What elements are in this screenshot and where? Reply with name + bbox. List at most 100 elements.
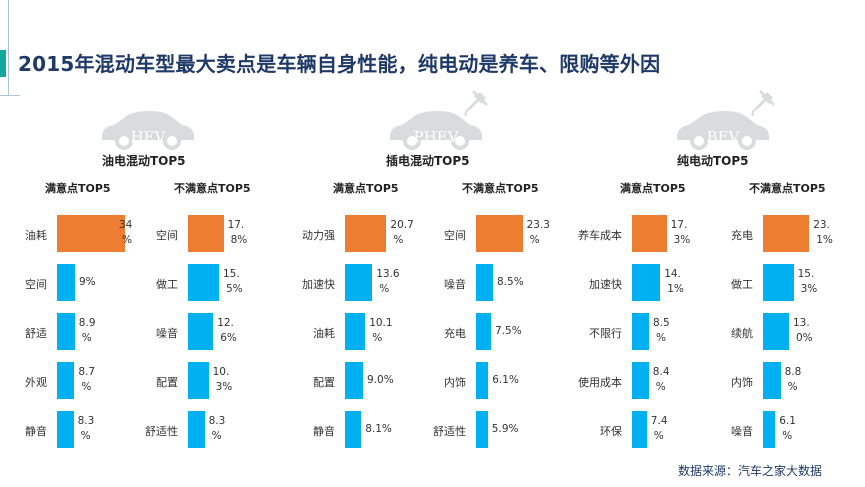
data-label: 15. 5% (223, 267, 243, 297)
data-label: 23.3% (527, 218, 550, 248)
data-label-line: 8.4 (652, 366, 670, 378)
data-label-line: 6.1% (492, 374, 519, 386)
category-label: 充电 (731, 229, 753, 242)
data-label-line: 8.5 (653, 317, 670, 329)
bar (763, 264, 794, 301)
data-label-line: 17. (227, 219, 245, 231)
car-icon: BEV (673, 90, 775, 150)
page-title: 2015年混动车型最大卖点是车辆自身性能，纯电动是养车、限购等外因 (18, 52, 661, 76)
category-label: 使用成本 (578, 376, 622, 389)
data-label-line: 8.3 (208, 415, 226, 427)
bar (188, 215, 224, 252)
data-label: 34% (119, 218, 132, 248)
data-label: 10. 3% (213, 365, 233, 395)
bar (632, 215, 667, 252)
plug-icon (464, 90, 488, 116)
data-label-line: 8.3 (77, 415, 95, 427)
data-label-line: 5.9% (491, 423, 519, 435)
data-label: 8.1% (365, 422, 392, 437)
data-label-line: % (782, 430, 793, 442)
data-label: 23. 1% (813, 218, 833, 248)
car-label: HEV (130, 128, 166, 146)
data-label-line: % (211, 430, 222, 442)
unsatisfied-title: 不满意点TOP5 (462, 182, 539, 195)
data-label: 5.9% (492, 422, 519, 437)
data-label: 17. 3% (671, 218, 691, 248)
data-label-line: 3% (673, 234, 691, 246)
bar (188, 411, 205, 448)
data-label: 8.3% (78, 414, 95, 444)
bar (476, 313, 491, 350)
data-label: 8.4% (653, 365, 670, 395)
group-title: 纯电动TOP5 (677, 154, 749, 168)
car-rear-wheel (738, 132, 756, 150)
category-label: 不限行 (589, 327, 622, 340)
data-label-line: 17. (670, 219, 688, 231)
bar (632, 264, 661, 301)
data-label-line: 1% (667, 283, 684, 295)
data-label-line: 0% (796, 332, 813, 344)
data-label: 6.1% (492, 373, 519, 388)
car-shape (677, 111, 769, 150)
category-label: 充电 (444, 327, 466, 340)
satisfied-title: 满意点TOP5 (620, 182, 686, 195)
data-label-line: 3% (800, 283, 818, 295)
bar (188, 313, 214, 350)
data-label-line: 8.9 (78, 317, 96, 329)
category-label: 内饰 (731, 376, 753, 389)
category-label: 舒适性 (433, 425, 466, 438)
data-label-line: 10. (212, 366, 230, 378)
bar (188, 264, 219, 301)
plug-icon (751, 90, 775, 116)
unsatisfied-title: 不满意点TOP5 (749, 182, 826, 195)
data-label-line: 10.1 (369, 317, 393, 329)
car-icon: HEV (98, 102, 198, 150)
bar (345, 362, 363, 399)
category-label: 加速快 (589, 278, 622, 291)
data-label-line: % (393, 234, 404, 246)
data-label-line: % (379, 283, 390, 295)
car-shape (102, 111, 194, 150)
category-label: 噪音 (156, 327, 178, 340)
data-label: 14. 1% (664, 267, 684, 297)
car-front-wheel (403, 132, 421, 150)
data-label: 7.4% (651, 414, 668, 444)
category-label: 静音 (313, 425, 335, 438)
category-label: 内饰 (444, 376, 466, 389)
data-label-line: % (529, 234, 540, 246)
car-front-wheel (690, 132, 708, 150)
data-label-line: 15. (797, 268, 815, 280)
bar (57, 264, 75, 301)
bar (632, 313, 649, 350)
category-label: 续航 (731, 327, 753, 340)
car-icon: PHEV (386, 90, 488, 150)
data-label-line: % (80, 430, 91, 442)
bar (476, 215, 523, 252)
data-label-line: % (655, 381, 666, 393)
data-label-line: % (122, 234, 132, 246)
bar (476, 362, 489, 399)
data-label-line: 8.1% (365, 423, 392, 435)
data-label-line: % (81, 381, 92, 393)
bar (57, 362, 75, 399)
bar (632, 362, 649, 399)
category-label: 噪音 (731, 425, 753, 438)
data-label: 17. 8% (228, 218, 248, 248)
bar (763, 215, 810, 252)
bar (57, 215, 125, 252)
data-label-line: % (81, 332, 92, 344)
category-label: 环保 (600, 425, 622, 438)
data-label-line: 8.8 (784, 366, 802, 378)
satisfied-title: 满意点TOP5 (45, 182, 111, 195)
car-label: PHEV (413, 128, 459, 146)
data-label-line: 12. (217, 317, 234, 329)
data-label: 8.7% (78, 365, 95, 395)
car-rear-wheel (451, 132, 469, 150)
data-source: 数据来源：汽车之家大数据 (678, 464, 823, 478)
bar (763, 362, 781, 399)
data-label: 7.5% (495, 324, 522, 339)
data-label-line: 8.7 (78, 366, 96, 378)
data-label-line: 5% (226, 283, 243, 295)
data-label-line: 6% (220, 332, 237, 344)
data-label-line: 23. (813, 219, 830, 231)
